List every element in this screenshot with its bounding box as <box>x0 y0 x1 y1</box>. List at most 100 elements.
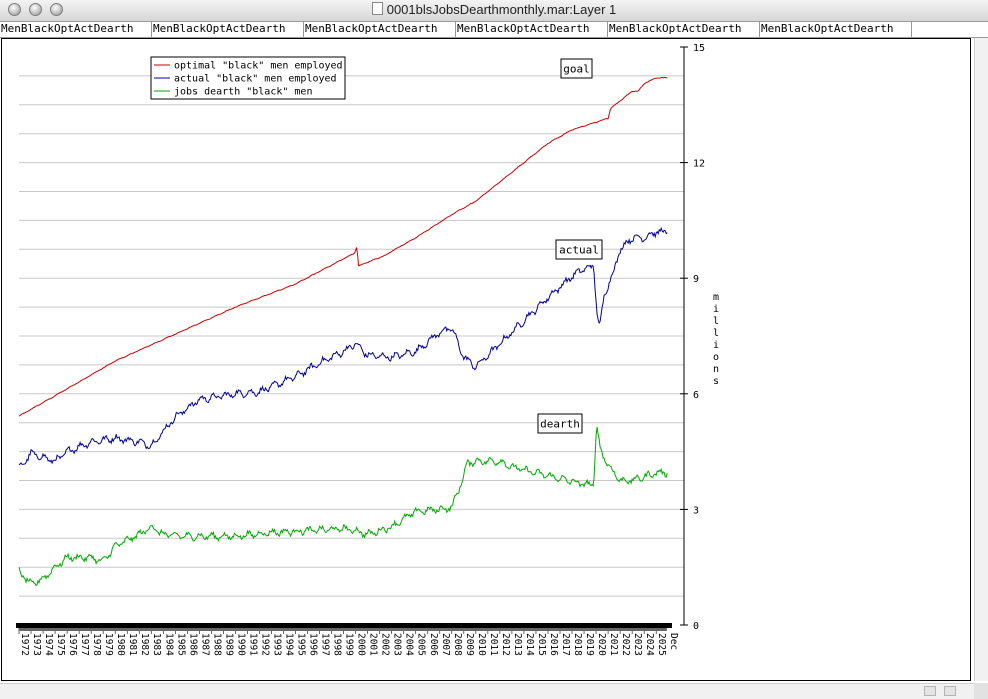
callout-label: goal <box>563 63 590 76</box>
close-button[interactable] <box>8 3 21 16</box>
column-header[interactable]: MenBlackOptActDearth <box>760 22 912 37</box>
x-tick-label: 1977 <box>79 633 90 656</box>
callout-box <box>537 413 583 434</box>
x-tick-label: 2022 <box>620 633 631 656</box>
document-icon <box>371 2 383 15</box>
x-tick-label: 2004 <box>404 633 415 656</box>
x-tick-label: 2010 <box>476 633 487 656</box>
x-tick-label: 1998 <box>332 633 343 656</box>
legend-box <box>150 56 346 100</box>
column-header-bar: MenBlackOptActDearth MenBlackOptActDeart… <box>0 22 988 38</box>
x-tick-label: 1997 <box>320 633 331 656</box>
x-tick-label: 2003 <box>392 633 403 656</box>
scroll-left-button[interactable] <box>924 686 936 696</box>
minimize-button[interactable] <box>29 3 42 16</box>
x-tick-label: 2012 <box>500 633 511 656</box>
x-tick-label: 2024 <box>644 633 655 656</box>
column-header[interactable]: MenBlackOptActDearth <box>456 22 608 37</box>
x-tick-label: 2008 <box>452 633 463 656</box>
x-tick-label: 2021 <box>608 633 619 656</box>
column-header[interactable]: MenBlackOptActDearth <box>0 22 152 37</box>
y-tick-label: 6 <box>693 390 699 401</box>
x-tick-label: 2002 <box>380 633 391 656</box>
x-tick-label: Dec <box>668 633 679 650</box>
x-tick-label: 2018 <box>572 633 583 656</box>
column-header[interactable]: MenBlackOptActDearth <box>152 22 304 37</box>
callout-box <box>560 58 593 79</box>
y-axis-label-char: i <box>713 304 719 315</box>
window-titlebar: 0001blsJobsDearthmonthly.mar:Layer 1 <box>0 0 988 22</box>
axes-group: 0 3 6 9 12 15 m i l l i o n s 1972 1973 1974 1975 1976 1977… <box>16 43 719 656</box>
x-tick-label: 1972 <box>19 633 30 656</box>
x-tick-label: 2023 <box>632 633 643 656</box>
x-tick-label: 1992 <box>259 633 270 656</box>
x-tick-label: 2001 <box>368 633 379 656</box>
horizontal-scrollbar[interactable] <box>0 683 974 699</box>
y-axis-label-char: l <box>713 328 719 339</box>
x-tick-label: 1974 <box>43 633 54 656</box>
x-tick-label: 1990 <box>235 633 246 656</box>
x-tick-label: 1973 <box>31 633 42 656</box>
y-axis-label-char: i <box>713 340 719 351</box>
x-tick-label: 2014 <box>524 633 535 656</box>
x-tick-label: 1978 <box>91 633 102 656</box>
x-tick-label: 2000 <box>356 633 367 656</box>
vertical-scrollbar[interactable] <box>974 38 988 681</box>
x-tick-label: 2019 <box>584 633 595 656</box>
x-tick-label: 1983 <box>151 633 162 656</box>
x-tick-label: 1999 <box>344 633 355 656</box>
x-tick-label: 1984 <box>163 633 174 656</box>
legend: optimal "black" men employed actual "blac… <box>150 56 346 100</box>
y-axis-label-char: m <box>713 292 719 303</box>
legend-label: optimal "black" men employed <box>174 61 343 72</box>
column-header[interactable]: MenBlackOptActDearth <box>304 22 456 37</box>
x-tick-label: 2005 <box>416 633 427 656</box>
x-tick-label: 1996 <box>308 633 319 656</box>
x-tick-label: 1987 <box>199 633 210 656</box>
legend-label: jobs dearth "black" men <box>174 87 312 98</box>
legend-label: actual "black" men employed <box>174 74 337 85</box>
x-tick-label: 1980 <box>115 633 126 656</box>
x-tick-label: 2016 <box>548 633 559 656</box>
x-tick-label: 1976 <box>67 633 78 656</box>
grid-lines <box>19 75 684 597</box>
y-tick-label: 12 <box>693 159 705 170</box>
x-tick-label: 2020 <box>596 633 607 656</box>
callout-box <box>555 239 603 260</box>
zoom-button[interactable] <box>50 3 63 16</box>
window-title-text: 0001blsJobsDearthmonthly.mar:Layer 1 <box>386 2 617 17</box>
column-header[interactable]: MenBlackOptActDearth <box>608 22 760 37</box>
x-axis-bar <box>16 623 672 628</box>
series-group <box>18 76 668 587</box>
x-tick-label: 2007 <box>440 633 451 656</box>
x-tick-label: 1995 <box>296 633 307 656</box>
x-tick-label: 1979 <box>103 633 114 656</box>
x-tick-label: 1985 <box>175 633 186 656</box>
window-title: 0001blsJobsDearthmonthly.mar:Layer 1 <box>0 2 988 17</box>
x-tick-label: 1986 <box>187 633 198 656</box>
x-tick-label: 2009 <box>464 633 475 656</box>
x-tick-label: 2025 <box>656 633 667 656</box>
series-callouts: goal actual dearth <box>537 58 603 434</box>
y-tick-label: 0 <box>693 621 699 632</box>
x-tick-label: 1975 <box>55 633 66 656</box>
x-tick-label: 1991 <box>247 633 258 656</box>
scroll-right-button[interactable] <box>944 686 956 696</box>
y-tick-label: 3 <box>693 505 699 516</box>
callout-label: dearth <box>540 418 580 431</box>
series-line <box>18 426 668 587</box>
x-tick-label: 2017 <box>560 633 571 656</box>
resize-grip[interactable] <box>974 683 988 699</box>
y-axis-label-char: l <box>713 316 719 327</box>
y-tick-label: 9 <box>693 274 699 285</box>
callout-label: actual <box>559 244 599 257</box>
x-tick-label: 2011 <box>488 633 499 656</box>
x-tick-label: 1993 <box>271 633 282 656</box>
x-tick-label: 2015 <box>536 633 547 656</box>
y-axis-label-char: n <box>713 364 719 375</box>
y-axis-label-char: o <box>713 352 719 363</box>
x-tick-label: 2013 <box>512 633 523 656</box>
y-tick-label: 15 <box>693 43 705 54</box>
